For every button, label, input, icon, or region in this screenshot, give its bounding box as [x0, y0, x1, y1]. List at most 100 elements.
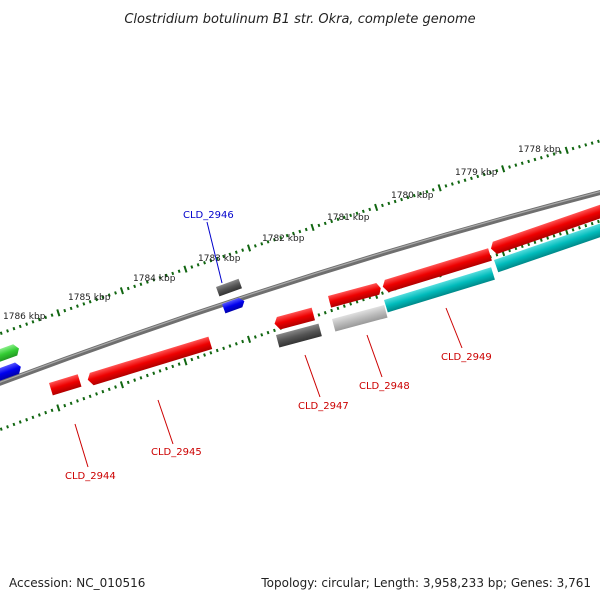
gene-label-cld-2945[interactable]: CLD_2945 [151, 447, 202, 458]
gene-cld-2947-gray[interactable] [276, 323, 322, 348]
ruler-label: 1780 kbp [391, 191, 434, 201]
minor-tick [37, 413, 41, 417]
minor-tick [133, 378, 137, 382]
minor-tick [203, 260, 206, 265]
minor-tick [450, 182, 454, 186]
major-tick [56, 309, 61, 317]
minor-tick [381, 291, 384, 295]
gene-cld-2944[interactable] [49, 374, 82, 396]
minor-tick [25, 322, 29, 326]
minor-tick [558, 150, 562, 154]
minor-tick [552, 152, 556, 156]
gene-cld-2944-prev-green[interactable] [0, 343, 21, 364]
gene-cld-2949[interactable] [384, 267, 495, 313]
minor-tick [215, 348, 219, 353]
minor-tick [126, 380, 130, 385]
gene-cld-2950-cyan[interactable] [494, 222, 600, 273]
ruler-label: 1778 kbp [518, 145, 561, 155]
gene-label-cld-2946[interactable]: CLD_2946 [183, 210, 234, 221]
minor-tick [253, 335, 257, 339]
minor-tick [412, 193, 416, 198]
minor-tick [590, 141, 594, 145]
minor-tick [571, 146, 575, 151]
minor-tick [361, 209, 365, 214]
leader-cld-2949 [445, 307, 463, 349]
minor-tick [463, 178, 467, 182]
minor-tick [88, 299, 92, 304]
leader-cld-2945 [157, 399, 174, 445]
minor-tick [82, 396, 86, 401]
minor-tick [260, 333, 264, 337]
leader-cld-2946 [206, 221, 223, 284]
ruler-label: 1784 kbp [133, 274, 176, 284]
leader-cld-2948 [366, 334, 383, 378]
minor-tick [228, 252, 232, 257]
minor-tick [0, 427, 3, 431]
minor-tick [552, 234, 556, 238]
minor-tick [393, 199, 397, 204]
inner-tick-marks [0, 219, 600, 431]
minor-tick [95, 392, 98, 396]
minor-tick [82, 302, 86, 306]
gene-label-cld-2948[interactable]: CLD_2948 [359, 381, 410, 392]
minor-tick [444, 184, 448, 188]
minor-tick [578, 144, 581, 149]
minor-tick [234, 250, 238, 254]
gene-label-cld-2947[interactable]: CLD_2947 [298, 401, 349, 412]
minor-tick [107, 293, 111, 297]
minor-tick [0, 331, 3, 335]
minor-tick [158, 369, 162, 373]
gene-label-cld-2944[interactable]: CLD_2944 [65, 471, 116, 482]
gene-blue-left[interactable] [0, 361, 23, 383]
minor-tick [558, 232, 562, 236]
minor-tick [381, 203, 384, 208]
minor-tick [234, 342, 238, 346]
minor-tick [253, 244, 257, 248]
gene-cld-2946-gray[interactable] [216, 278, 242, 297]
minor-tick [349, 213, 353, 218]
gene-cld-2946-blue[interactable] [222, 296, 246, 314]
minor-tick [139, 376, 143, 380]
minor-tick [266, 240, 270, 244]
minor-tick [514, 163, 518, 167]
minor-tick [139, 282, 143, 286]
minor-tick [355, 211, 359, 216]
minor-tick [470, 176, 473, 181]
major-tick [119, 381, 124, 389]
minor-tick [18, 420, 22, 424]
minor-tick [387, 201, 391, 206]
minor-tick [527, 242, 531, 247]
minor-tick [114, 291, 117, 295]
gene-cld-2945[interactable] [86, 336, 213, 387]
gene-cld-2948-red[interactable] [328, 282, 382, 308]
minor-tick [406, 195, 410, 200]
minor-tick [114, 385, 117, 389]
minor-tick [457, 180, 461, 184]
minor-tick [12, 326, 16, 331]
minor-tick [107, 387, 111, 392]
major-tick [247, 244, 252, 252]
leader-cld-2947 [304, 354, 321, 398]
minor-tick [584, 143, 588, 147]
gene-cld-2948-long-red[interactable] [381, 248, 492, 293]
minor-tick [126, 286, 130, 291]
major-tick [183, 358, 188, 366]
gene-cld-2947[interactable] [273, 307, 316, 331]
minor-tick [495, 252, 499, 257]
minor-tick [6, 425, 9, 429]
minor-tick [266, 330, 270, 335]
minor-tick [25, 417, 29, 422]
minor-tick [69, 306, 73, 311]
minor-tick [546, 236, 550, 240]
gene-cld-2950-red[interactable] [489, 204, 600, 256]
major-tick [501, 165, 506, 173]
gene-label-cld-2949[interactable]: CLD_2949 [441, 352, 492, 363]
minor-tick [520, 161, 524, 165]
minor-tick [527, 159, 531, 164]
minor-tick [476, 174, 480, 179]
minor-tick [590, 221, 594, 226]
gene-cld-2948[interactable] [332, 305, 388, 332]
minor-tick [203, 353, 206, 357]
minor-tick [190, 357, 194, 362]
